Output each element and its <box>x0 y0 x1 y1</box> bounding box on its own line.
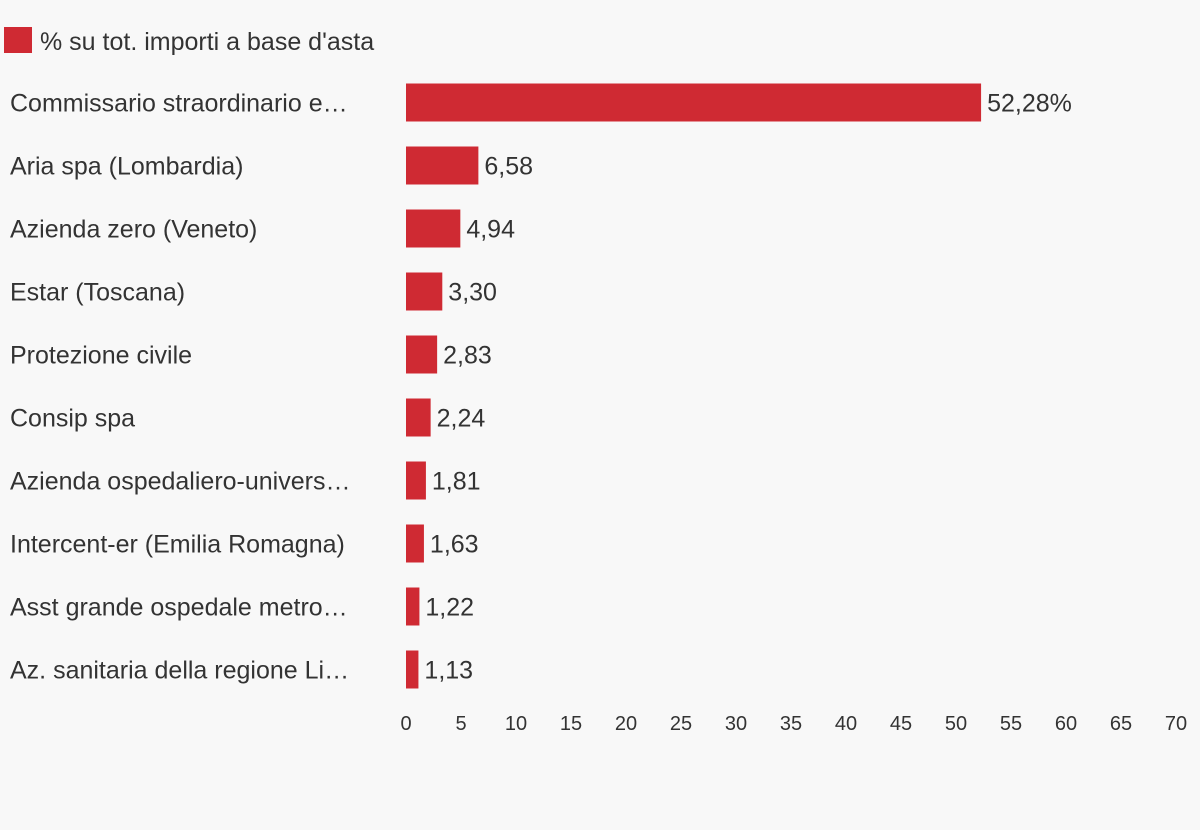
bar <box>406 83 982 122</box>
category-label: Azienda zero (Veneto) <box>10 216 257 244</box>
x-tick-label: 40 <box>835 713 857 735</box>
bar-value-label: 4,94 <box>466 216 515 244</box>
bar-value-label: 1,13 <box>424 657 473 685</box>
x-tick-label: 45 <box>890 713 912 735</box>
category-label: Intercent-er (Emilia Romagna) <box>10 531 345 559</box>
bar <box>406 209 461 248</box>
category-label: Aria spa (Lombardia) <box>10 153 243 181</box>
bar <box>406 335 438 374</box>
x-tick-label: 60 <box>1055 713 1077 735</box>
bar-value-label: 2,83 <box>443 342 492 370</box>
bar <box>406 524 424 563</box>
bar-value-label: 1,22 <box>425 594 474 622</box>
category-label: Azienda ospedaliero-univers… <box>10 468 350 496</box>
x-tick-label: 30 <box>725 713 747 735</box>
x-tick-label: 25 <box>670 713 692 735</box>
x-tick-label: 35 <box>780 713 802 735</box>
x-axis-ticks: 0 5 10 15 20 25 30 35 40 45 50 55 60 65 70 <box>400 713 1187 735</box>
category-labels: Commissario straordinario e… Aria spa (Lo… <box>10 90 350 685</box>
x-tick-label: 10 <box>505 713 527 735</box>
x-tick-label: 15 <box>560 713 582 735</box>
bar <box>406 461 426 500</box>
bar-value-label: 6,58 <box>484 153 533 181</box>
x-tick-label: 65 <box>1110 713 1132 735</box>
bar-value-label: 2,24 <box>437 405 486 433</box>
category-label: Commissario straordinario e… <box>10 90 348 118</box>
bar-value-label: 3,30 <box>448 279 497 307</box>
x-tick-label: 20 <box>615 713 637 735</box>
bar <box>406 146 479 185</box>
category-label: Az. sanitaria della regione Li… <box>10 657 349 685</box>
category-label: Asst grande ospedale metro… <box>10 594 348 622</box>
bars <box>406 83 982 689</box>
legend-label: % su tot. importi a base d'asta <box>40 28 374 56</box>
x-tick-label: 0 <box>400 713 411 735</box>
legend: % su tot. importi a base d'asta <box>4 27 374 56</box>
bar-value-label: 1,63 <box>430 531 479 559</box>
value-labels: 52,28% 6,58 4,94 3,30 2,83 2,24 1,81 1,63 1,22 1,… <box>424 90 1071 685</box>
x-tick-label: 70 <box>1165 713 1187 735</box>
bar <box>406 650 419 689</box>
category-label: Estar (Toscana) <box>10 279 185 307</box>
legend-swatch <box>4 27 32 53</box>
category-label: Consip spa <box>10 405 135 433</box>
category-label: Protezione civile <box>10 342 192 370</box>
x-tick-label: 55 <box>1000 713 1022 735</box>
bar-value-label: 52,28% <box>987 90 1072 118</box>
bar <box>406 587 420 626</box>
bar-value-label: 1,81 <box>432 468 481 496</box>
bar <box>406 398 431 437</box>
x-tick-label: 5 <box>455 713 466 735</box>
bar <box>406 272 443 311</box>
x-tick-label: 50 <box>945 713 967 735</box>
